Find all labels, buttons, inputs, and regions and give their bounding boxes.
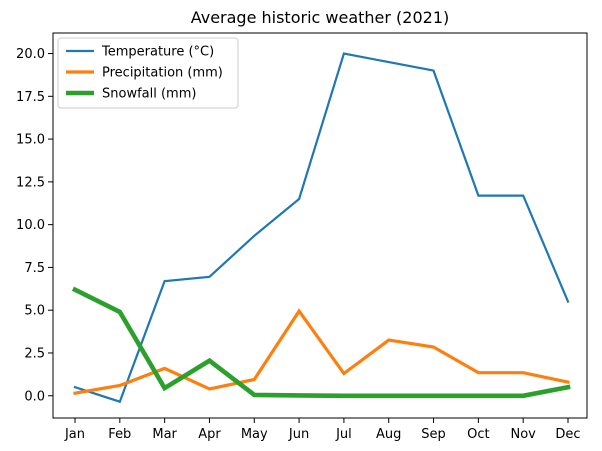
y-tick-label: 20.0	[16, 47, 45, 62]
y-tick-label: 10.0	[16, 218, 45, 233]
series-lines	[71, 52, 571, 404]
y-tick-label: 12.5	[16, 175, 45, 190]
series-line-1	[73, 52, 570, 404]
y-axis: 0.0 2.5 5.0 7.5 10.0 12.5 15.0 17.5 20.0	[16, 47, 53, 404]
y-tick-label: 0.0	[24, 389, 45, 404]
legend-label: Temperature (°C)	[101, 45, 214, 60]
x-tick-label: Aug	[376, 427, 401, 442]
x-axis: Jan Feb Mar Apr May Jun Jul Aug Sep Oct Nov Dec	[64, 418, 581, 442]
x-tick-label: Oct	[467, 427, 489, 442]
chart-title: Average historic weather (2021)	[191, 8, 450, 27]
y-tick-label: 7.5	[24, 261, 45, 276]
legend-label: Precipitation (mm)	[102, 66, 223, 81]
x-tick-label: May	[241, 427, 268, 442]
x-tick-label: Jan	[64, 427, 85, 442]
y-tick-label: 5.0	[24, 304, 45, 319]
x-tick-label: Nov	[510, 427, 536, 442]
x-tick-label: Jul	[335, 427, 352, 442]
x-tick-label: Sep	[421, 427, 446, 442]
x-tick-label: Dec	[555, 427, 580, 442]
x-tick-label: Apr	[198, 427, 221, 442]
series-line-3	[71, 286, 571, 399]
legend-box	[57, 37, 239, 109]
x-tick-label: Feb	[108, 427, 131, 442]
legend: Temperature (°C) Precipitation (mm) Snowfa…	[57, 37, 239, 109]
y-tick-label: 15.0	[16, 133, 45, 148]
x-tick-label: Mar	[152, 427, 177, 442]
legend-label: Snowfall (mm)	[102, 87, 196, 102]
y-tick-label: 17.5	[16, 90, 45, 105]
x-tick-label: Jun	[288, 427, 309, 442]
y-tick-label: 2.5	[24, 346, 45, 361]
